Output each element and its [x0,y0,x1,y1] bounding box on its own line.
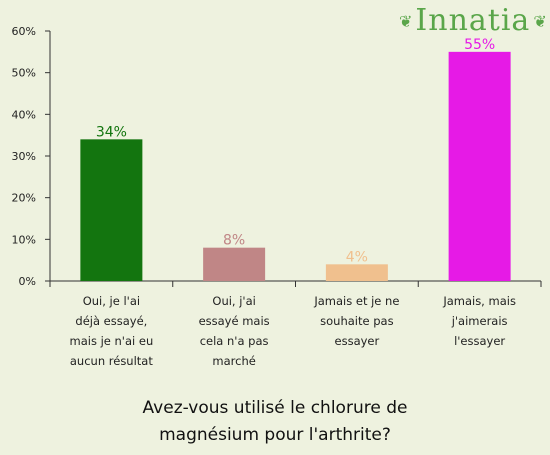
x-tick-label: essayer [335,334,380,348]
data-label: 4% [346,249,368,265]
x-tick-label: Oui, je l'ai [83,294,140,308]
x-tick-label: cela n'a pas [200,334,269,348]
y-tick-label: 0% [19,275,36,288]
bar [325,264,388,281]
y-tick-label: 60% [12,25,36,38]
bar [448,51,511,282]
x-tick-label: marché [212,354,255,368]
leaf-icon: ❦ [399,11,413,31]
x-tick-label: souhaite pas [320,314,393,328]
x-tick-label: Jamais et je ne [313,294,399,308]
data-label: 34% [96,124,127,140]
brand-name: Innatia [415,3,531,38]
x-tick-label: déjà essayé, [75,314,147,328]
leaf-icon: ❦ [533,11,547,31]
chart-title-line: magnésium pour l'arthrite? [159,425,391,445]
x-tick-label: essayé mais [199,314,270,328]
x-tick-label: aucun résultat [70,354,153,368]
y-tick-label: 40% [12,108,36,121]
y-tick-label: 10% [12,233,36,246]
data-label: 8% [223,233,245,249]
y-tick-label: 30% [12,150,36,163]
y-tick-label: 20% [12,192,36,205]
x-tick-label: Jamais, mais [442,294,516,308]
y-tick-label: 50% [12,67,36,80]
data-label: 55% [464,37,495,53]
x-tick-label: l'essayer [454,334,505,348]
bar [80,139,143,281]
x-tick-label: j'aimerais [451,314,508,328]
chart-title: Avez-vous utilisé le chlorure de magnési… [0,395,550,449]
bar [203,247,266,281]
x-tick-label: Oui, j'ai [212,294,255,308]
innatia-logo: ❦ Innatia ❦ [396,4,550,38]
chart-title-line: Avez-vous utilisé le chlorure de [142,398,408,418]
x-tick-label: mais je n'ai eu [70,334,154,348]
